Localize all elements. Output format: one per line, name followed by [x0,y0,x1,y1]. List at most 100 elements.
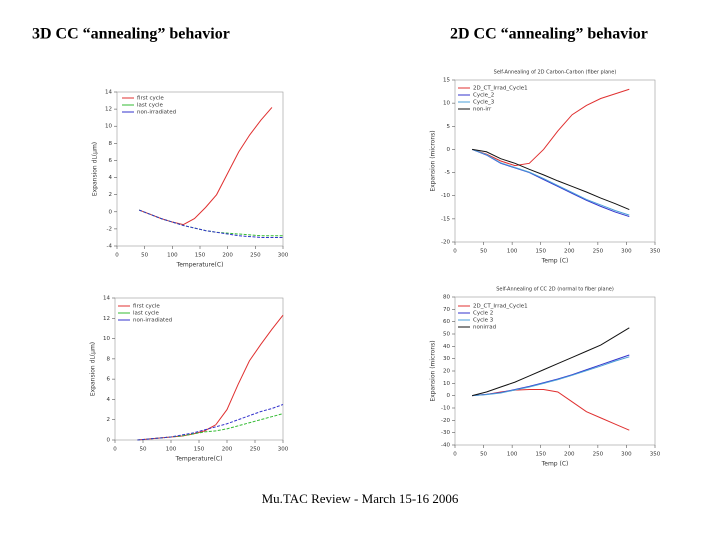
legend-label: non-irr [473,107,492,113]
y-tick-label: 12 [105,107,112,113]
chart-title: Self-Annealing of CC 2D (normal to fiber… [496,287,614,293]
y-tick-label: 14 [105,90,112,96]
x-tick-label: 50 [140,447,147,453]
series-line [138,209,283,238]
series-line [138,209,283,237]
y-tick-label: 10 [443,101,450,107]
y-tick-label: 0 [109,209,113,215]
y-tick-label: -5 [445,170,451,176]
x-tick-label: 50 [480,452,487,458]
y-tick-label: 40 [443,344,450,350]
series-line [472,356,630,397]
x-tick-label: 50 [141,253,148,259]
x-tick-label: 0 [453,249,457,255]
x-axis-label: Temp (C) [541,461,569,468]
x-tick-label: 100 [167,253,178,259]
series-line [472,354,630,397]
x-tick-label: 300 [621,249,632,255]
y-tick-label: 30 [443,356,450,362]
series-line [472,148,630,211]
series-line [137,413,284,441]
heading: 2D CC “annealing” behavior [450,26,648,43]
heading: 3D CC “annealing” behavior [32,26,230,43]
series-line [471,148,630,216]
x-tick-label: 150 [194,447,205,453]
x-tick-label: 150 [535,249,546,255]
y-axis-label: Expansion (microns) [430,340,437,401]
legend-label: non-irradiated [133,318,172,324]
y-tick-label: 80 [443,295,450,301]
x-tick-label: 250 [250,447,261,453]
y-tick-label: 6 [107,377,111,383]
y-tick-label: 8 [107,356,111,362]
footer: Mu.TAC Review - March 15-16 2006 [262,491,459,506]
series-line [138,107,273,226]
legend-label: Cycle_3 [473,100,495,106]
x-tick-label: 100 [507,452,518,458]
y-tick-label: 4 [109,175,113,181]
y-tick-label: 50 [443,332,450,338]
x-axis-label: Temperature(C) [175,456,223,463]
x-tick-label: 100 [166,447,177,453]
x-tick-label: 250 [593,452,604,458]
y-tick-label: -20 [441,418,450,424]
x-tick-label: 250 [593,249,604,255]
y-tick-label: -2 [107,226,112,232]
y-tick-label: 0 [447,147,451,153]
y-tick-label: 2 [109,192,113,198]
x-tick-label: 350 [650,452,661,458]
y-tick-label: -20 [441,240,450,246]
series-line [472,389,630,431]
legend-label: nonirrad [473,325,496,331]
x-tick-label: 0 [115,253,119,259]
x-tick-label: 50 [480,249,487,255]
x-tick-label: 250 [250,253,261,259]
y-tick-label: -10 [441,193,450,199]
x-tick-label: 300 [621,452,632,458]
y-tick-label: 14 [103,296,110,302]
y-tick-label: 70 [443,307,450,313]
x-tick-label: 150 [535,452,546,458]
legend-label: Cycle_2 [473,93,494,99]
y-tick-label: -40 [441,443,450,449]
y-tick-label: 60 [443,319,450,325]
x-tick-label: 150 [195,253,206,259]
x-tick-label: 200 [564,452,575,458]
legend-label: 2D_CT_Irrad_Cycle1 [473,86,528,92]
plot-frame [454,79,656,243]
legend-label: Cycle 2 [473,311,493,317]
x-tick-label: 100 [507,249,518,255]
legend-label: Cycle 3 [473,318,494,324]
y-tick-label: 0 [447,393,451,399]
y-tick-label: 8 [109,141,113,147]
series-line [137,314,284,441]
y-axis-label: Expansion dL(µm) [90,342,97,396]
x-tick-label: 300 [278,253,289,259]
x-axis-label: Temperature(C) [176,262,224,269]
x-tick-label: 200 [222,253,233,259]
y-tick-label: -4 [107,244,113,250]
y-tick-label: 5 [447,124,451,130]
y-tick-label: 10 [443,381,450,387]
x-tick-label: 350 [650,249,661,255]
x-tick-label: 200 [222,447,233,453]
y-tick-label: 10 [103,336,110,342]
series-line [472,327,630,397]
legend-label: last cycle [133,311,159,317]
y-tick-label: 4 [107,397,111,403]
y-tick-label: 2 [107,417,111,423]
y-tick-label: 12 [103,316,110,322]
y-tick-label: 6 [109,158,113,164]
legend-label: 2D_CT_Irrad_Cycle1 [473,304,528,310]
series-line [471,88,630,167]
x-tick-label: 300 [278,447,289,453]
legend-label: first cycle [137,96,164,102]
chart-title: Self-Annealing of 2D Carbon-Carbon (fibe… [494,70,617,76]
y-tick-label: 0 [107,438,111,444]
legend-label: first cycle [133,304,160,310]
y-tick-label: 20 [443,369,450,375]
series-line [137,404,284,441]
y-tick-label: -30 [441,430,450,436]
x-axis-label: Temp (C) [541,258,569,265]
